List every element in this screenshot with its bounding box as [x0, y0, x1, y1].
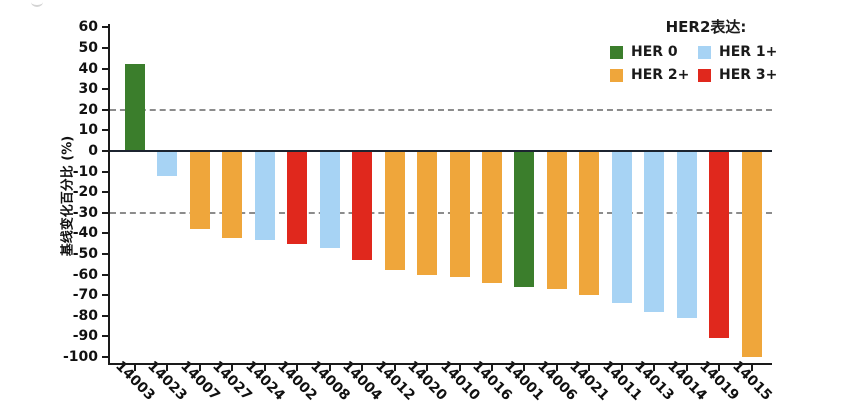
- y-tick-label--60: -60: [72, 266, 98, 283]
- legend-item-her0: HER 0: [610, 44, 698, 60]
- bar-14020: [417, 151, 438, 275]
- legend-title: HER2表达:: [665, 18, 747, 36]
- y-tick-label--90: -90: [72, 328, 98, 345]
- y-tick-20: [102, 108, 109, 111]
- bar-14010: [449, 151, 470, 277]
- legend-swatch-her3: [698, 68, 711, 82]
- bar-14002: [287, 151, 308, 244]
- y-tick--20: [102, 191, 109, 194]
- y-tick-label--10: -10: [72, 163, 98, 180]
- y-tick-label-50: 50: [78, 40, 98, 56]
- legend-swatch-her0: [610, 45, 623, 59]
- y-tick-50: [102, 47, 109, 49]
- legend-label-her0: HER 0: [631, 44, 678, 60]
- x-tick-14008: [328, 365, 331, 371]
- bar-14024: [254, 151, 275, 240]
- y-tick-label--80: -80: [72, 307, 98, 324]
- y-tick--60: [102, 273, 109, 276]
- legend-swatch-her2: [610, 68, 623, 82]
- y-tick-label--20: -20: [72, 184, 98, 201]
- y-tick-label--50: -50: [72, 246, 98, 262]
- x-tick-14010: [458, 365, 461, 371]
- legend-item-her1: HER 1+: [698, 44, 788, 60]
- y-tick-10: [102, 129, 109, 132]
- x-tick-14004: [361, 365, 364, 371]
- x-tick-14019: [718, 365, 721, 371]
- legend-label-her3: HER 3+: [719, 67, 778, 83]
- x-tick-14006: [555, 365, 558, 371]
- x-tick-14015: [750, 365, 753, 371]
- y-tick--50: [102, 253, 109, 255]
- bar-14006: [546, 151, 567, 290]
- y-tick-label--40: -40: [72, 225, 98, 242]
- y-tick-label--30: -30: [72, 204, 98, 221]
- bar-14021: [579, 151, 600, 296]
- y-tick-label-0: 0: [88, 143, 98, 159]
- y-tick-label-30: 30: [78, 81, 98, 98]
- bar-14008: [319, 151, 340, 248]
- bar-14027: [222, 151, 243, 238]
- y-tick--100: [102, 356, 109, 358]
- bar-14011: [611, 151, 632, 304]
- dashed-reference-line-20: [110, 108, 772, 111]
- bar-14012: [384, 151, 405, 271]
- y-tick-label-10: 10: [78, 122, 98, 139]
- y-tick-30: [102, 88, 109, 91]
- x-axis-spine: [108, 363, 772, 365]
- crop-artifact: [31, 0, 43, 7]
- bar-14004: [352, 151, 373, 261]
- bar-14016: [481, 151, 502, 283]
- y-tick--10: [102, 170, 109, 173]
- x-tick-14001: [523, 365, 526, 371]
- y-tick-label-60: 60: [78, 19, 98, 36]
- zero-baseline: [110, 150, 772, 152]
- y-tick-label--70: -70: [72, 287, 98, 304]
- y-tick--90: [102, 335, 109, 338]
- x-tick-14012: [393, 365, 396, 371]
- y-tick-label--100: -100: [62, 349, 98, 365]
- legend-grid: HER 0 HER 1+ HER 2+ HER 3+: [610, 44, 788, 83]
- y-tick--30: [102, 211, 109, 214]
- legend-item-her2: HER 2+: [610, 67, 698, 83]
- x-tick-14011: [620, 365, 623, 371]
- y-tick-40: [102, 67, 109, 70]
- dashed-reference-line--30: [110, 211, 772, 214]
- x-tick-14023: [166, 365, 169, 371]
- bar-14007: [189, 151, 210, 230]
- y-tick-label-20: 20: [78, 101, 98, 118]
- legend-item-her3: HER 3+: [698, 67, 788, 83]
- x-tick-14002: [296, 365, 299, 371]
- x-tick-14027: [231, 365, 234, 371]
- x-tick-14020: [426, 365, 429, 371]
- y-tick--70: [102, 294, 109, 297]
- x-tick-14014: [685, 365, 688, 371]
- bar-14003: [125, 64, 145, 151]
- x-tick-14024: [263, 365, 266, 371]
- x-tick-14016: [490, 365, 493, 371]
- x-tick-14013: [653, 365, 656, 371]
- x-tick-14021: [588, 365, 591, 371]
- legend: HER2表达: HER 0 HER 1+ HER 2+ HER 3+: [610, 16, 788, 83]
- y-tick-0: [102, 150, 109, 152]
- y-tick--40: [102, 232, 109, 235]
- legend-label-her1: HER 1+: [719, 44, 778, 60]
- x-tick-14003: [134, 365, 136, 371]
- bar-14015: [741, 151, 762, 357]
- y-axis-spine: [108, 24, 110, 365]
- bar-14013: [644, 151, 665, 312]
- y-tick-label-40: 40: [78, 60, 98, 77]
- bar-14001: [514, 151, 535, 287]
- y-tick--80: [102, 314, 109, 317]
- x-tick-14007: [198, 365, 201, 371]
- legend-label-her2: HER 2+: [631, 67, 690, 83]
- legend-swatch-her1: [698, 45, 711, 59]
- bar-14023: [157, 151, 178, 176]
- y-tick-60: [102, 26, 109, 29]
- bar-14019: [709, 151, 730, 339]
- bar-14014: [676, 151, 697, 318]
